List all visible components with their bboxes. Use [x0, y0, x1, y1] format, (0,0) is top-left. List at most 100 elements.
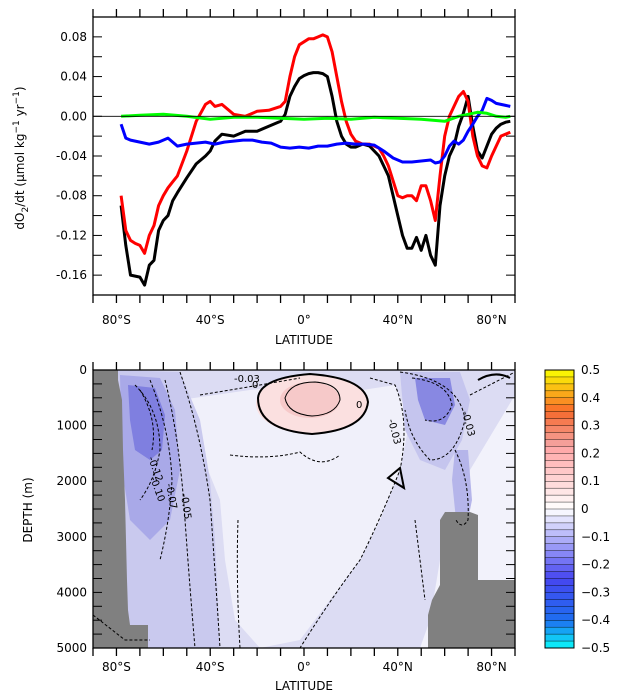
x-tick-label: 40°N: [383, 313, 413, 327]
colorbar-cell: [544, 529, 575, 538]
colorbar-tick-label: 0.4: [581, 391, 600, 405]
colorbar-cell: [544, 369, 575, 378]
colorbar-cell: [544, 578, 575, 586]
colorbar-cell: [544, 599, 575, 607]
land-antarctic: [93, 370, 148, 648]
y-tick-label: 1000: [56, 419, 87, 433]
colorbar-cell: [544, 411, 575, 420]
colorbar-tick-label: 0.1: [581, 474, 600, 488]
solid-contours: [256, 372, 511, 491]
bottom-axes: 80°S 40°S 0° 40°N 80°N 0 1000 2000 3000 4000 5000: [56, 362, 516, 674]
colorbar-cell: [544, 460, 575, 468]
fill-positive-core: [280, 382, 340, 418]
series-line-3: [119, 96, 511, 165]
fill-region-deep-north: [452, 450, 472, 530]
colorbar-tick-label: 0.2: [581, 446, 600, 460]
colorbar: 0.5 0.4 0.3 0.2 0.1 0 −0.1 −0.2 −0.3 −0.4 −0.5: [544, 363, 610, 655]
colorbar-cell: [544, 557, 575, 566]
colorbar-cell: [544, 543, 575, 552]
contour-label-2: 0: [252, 380, 258, 391]
colorbar-cell: [544, 606, 575, 614]
contour-label-6: -0.07: [163, 483, 178, 510]
colorbar-cell: [544, 522, 575, 531]
x-tick-label: 40°N: [383, 660, 413, 674]
y-tick-label: 3000: [56, 530, 87, 544]
colorbar-frame: [544, 369, 575, 649]
y-tick-label: 4000: [56, 585, 87, 599]
colorbar-cell: [544, 613, 575, 621]
contour-label-7: -0.05: [178, 493, 192, 520]
series-line-1: [119, 71, 511, 287]
top-x-axis-title: LATITUDE: [275, 333, 333, 347]
colorbar-cell: [544, 633, 575, 642]
colorbar-cell: [544, 376, 575, 385]
land-arctic: [428, 512, 515, 648]
colorbar-cell: [544, 508, 575, 517]
x-tick-label: 0°: [297, 660, 311, 674]
x-tick-label: 80°S: [102, 660, 131, 674]
colorbar-tick-label: −0.1: [581, 530, 610, 544]
colorbar-cell: [544, 425, 575, 434]
colorbar-cell: [544, 536, 575, 545]
colorbar-cell: [544, 474, 575, 482]
colorbar-cell: [544, 418, 575, 427]
colorbar-cell: [544, 467, 575, 475]
series-lines: [93, 33, 515, 287]
y-tick-label: 0.08: [60, 30, 87, 44]
colorbar-cell: [544, 564, 575, 573]
fill-region-core-north: [415, 378, 455, 425]
x-tick-label: 80°N: [476, 660, 506, 674]
contour-label-3: 0: [356, 400, 362, 411]
colorbar-tick-label: 0.5: [581, 363, 600, 377]
colorbar-cell: [544, 620, 575, 628]
colorbar-cell: [544, 501, 575, 510]
fill-region-core-south: [128, 385, 165, 460]
y-tick-label: -0.08: [56, 189, 87, 203]
colorbar-cell: [544, 439, 575, 447]
colorbar-cell: [544, 481, 575, 489]
y-tick-label: 0.00: [60, 109, 87, 123]
colorbar-cell: [544, 390, 575, 399]
colorbar-tick-label: −0.2: [581, 558, 610, 572]
colorbar-tick-label: 0.3: [581, 419, 600, 433]
colorbar-cell: [544, 550, 575, 559]
y-tick-label: -0.04: [56, 149, 87, 163]
colorbar-tick-label: 0: [581, 502, 589, 516]
colorbar-cell: [544, 487, 575, 496]
top-y-axis-title: dO2/dt (μmol kg−1 yr−1): [12, 86, 31, 229]
colorbar-cell: [544, 626, 575, 635]
y-tick-label: -0.12: [56, 228, 87, 242]
bottom-x-axis-title: LATITUDE: [275, 679, 333, 693]
colorbar-cell: [544, 432, 575, 440]
x-tick-label: 80°N: [476, 313, 506, 327]
x-tick-label: 80°S: [102, 313, 131, 327]
bottom-y-axis-title: DEPTH (m): [21, 477, 35, 542]
y-tick-label: -0.16: [56, 268, 87, 282]
x-tick-label: 40°S: [196, 313, 225, 327]
colorbar-labels: 0.5 0.4 0.3 0.2 0.1 0 −0.1 −0.2 −0.3 −0.4 −0.5: [581, 363, 610, 655]
colorbar-tick-label: −0.3: [581, 585, 610, 599]
colorbar-cells: [544, 369, 575, 649]
y-tick-label: 0.04: [60, 70, 87, 84]
top-axes: 80°S 40°S 0° 40°N 80°N 0.08 0.04 0.00 -0.04 -0.08…: [56, 9, 516, 327]
colorbar-tick-label: −0.4: [581, 613, 610, 627]
colorbar-cell: [544, 571, 575, 579]
series-line-2: [119, 33, 511, 255]
x-tick-label: 0°: [297, 313, 311, 327]
y-tick-label: 5000: [56, 641, 87, 655]
colorbar-cell: [544, 585, 575, 593]
colorbar-cell: [544, 383, 575, 392]
colorbar-cell: [544, 515, 575, 524]
y-tick-label: 0: [79, 363, 87, 377]
colorbar-cell: [544, 404, 575, 413]
line-chart: 80°S 40°S 0° 40°N 80°N 0.08 0.04 0.00 -0.04 -0.08…: [12, 9, 516, 347]
colorbar-cell: [544, 397, 575, 406]
series-line-4: [121, 110, 511, 123]
colorbar-cell: [544, 494, 575, 503]
x-tick-label: 40°S: [196, 660, 225, 674]
colorbar-cell: [544, 446, 575, 454]
colorbar-cell: [544, 453, 575, 461]
colorbar-tick-label: −0.5: [581, 641, 610, 655]
heatmap-field: [93, 370, 515, 648]
